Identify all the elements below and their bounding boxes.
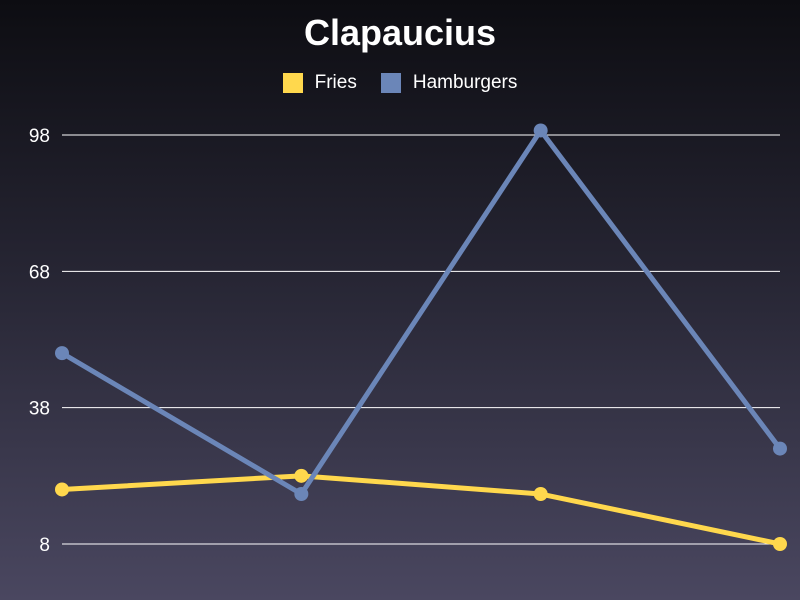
data-point-fries[interactable] [55, 482, 69, 497]
legend-label-hamburgers: Hamburgers [412, 72, 518, 93]
data-point-hamburgers[interactable] [773, 441, 787, 456]
series-line-hamburgers [60, 127, 782, 497]
legend-swatch-fries [282, 73, 303, 93]
legend-label-fries: Fries [314, 72, 357, 93]
data-point-hamburgers[interactable] [294, 487, 309, 502]
data-point-hamburgers[interactable] [55, 346, 69, 361]
legend-swatch-hamburgers [380, 73, 401, 93]
legend-item-hamburgers[interactable]: Hamburgers [380, 72, 518, 94]
legend: Fries Hamburgers [0, 72, 800, 94]
chart-title: Clapaucius [303, 12, 497, 53]
data-point-fries[interactable] [773, 537, 787, 551]
data-point-fries[interactable] [294, 468, 309, 483]
y-tick-label: 68 [29, 262, 50, 283]
y-tick-label: 8 [39, 535, 50, 556]
legend-item-fries[interactable]: Fries [282, 72, 357, 94]
series-line-fries [61, 473, 781, 547]
y-tick-label: 98 [29, 126, 50, 147]
data-point-fries[interactable] [533, 487, 548, 502]
data-point-hamburgers[interactable] [533, 123, 548, 138]
y-tick-label: 38 [29, 399, 50, 420]
